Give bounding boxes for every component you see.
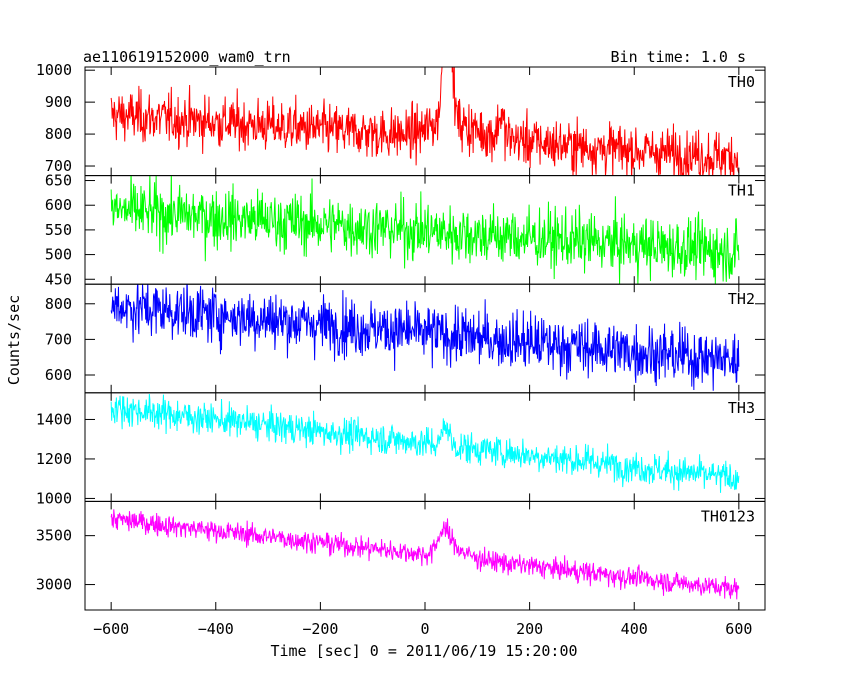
x-tick-label: 600 xyxy=(725,620,752,638)
y-tick-label: 450 xyxy=(45,270,72,288)
bin-time-label: Bin time: 1.0 s xyxy=(611,48,746,66)
y-tick-label: 700 xyxy=(45,330,72,348)
y-tick-label: 3000 xyxy=(36,576,72,594)
series-th1 xyxy=(110,175,740,285)
panel-label-th2: TH2 xyxy=(728,290,755,308)
x-tick-label: −600 xyxy=(93,620,129,638)
panel-th2: 600 700 800 TH2 xyxy=(45,283,766,394)
y-tick-label: 1400 xyxy=(36,410,72,428)
x-tick-label: 400 xyxy=(621,620,648,638)
y-tick-label: 1000 xyxy=(36,61,72,79)
shared-x-axis: −600 −400 −200 0 200 400 600 xyxy=(93,620,752,638)
panel-th1: 450 500 550 600 650 TH1 xyxy=(45,172,766,288)
plot-title: ae110619152000_wam0_trn xyxy=(83,48,291,66)
y-tick-label: 650 xyxy=(45,172,72,190)
y-tick-label: 3500 xyxy=(36,527,72,545)
y-tick-label: 800 xyxy=(45,295,72,313)
series-th0 xyxy=(110,67,740,176)
series-th2 xyxy=(110,284,740,391)
panels-layer: 700 800 900 1000 TH0 450 500 550 600 650 TH1 600 700… xyxy=(36,61,766,611)
y-tick-label: 800 xyxy=(45,125,72,143)
x-tick-label: 0 xyxy=(420,620,429,638)
x-tick-label: 200 xyxy=(516,620,543,638)
x-tick-label: −400 xyxy=(198,620,234,638)
panel-label-th3: TH3 xyxy=(728,399,755,417)
panel-th3: 1000 1200 1400 TH3 xyxy=(36,392,766,507)
y-axis-label: Counts/sec xyxy=(5,295,23,385)
y-tick-label: 600 xyxy=(45,196,72,214)
series-th0123 xyxy=(110,509,740,600)
x-axis-label: Time [sec] 0 = 2011/06/19 15:20:00 xyxy=(270,642,577,660)
y-tick-label: 550 xyxy=(45,221,72,239)
y-tick-label: 900 xyxy=(45,93,72,111)
panel-th0123: 3000 3500 TH0123 xyxy=(36,500,766,611)
panel-label-th1: TH1 xyxy=(728,182,755,200)
y-tick-label: 700 xyxy=(45,157,72,175)
y-tick-label: 1000 xyxy=(36,489,72,507)
x-tick-label: −200 xyxy=(302,620,338,638)
y-tick-label: 1200 xyxy=(36,450,72,468)
panel-th0: 700 800 900 1000 TH0 xyxy=(36,61,766,177)
panel-label-th0: TH0 xyxy=(728,73,755,91)
y-tick-label: 500 xyxy=(45,246,72,264)
y-tick-label: 600 xyxy=(45,366,72,384)
series-th3 xyxy=(110,394,740,493)
panel-label-th0123: TH0123 xyxy=(701,507,755,525)
